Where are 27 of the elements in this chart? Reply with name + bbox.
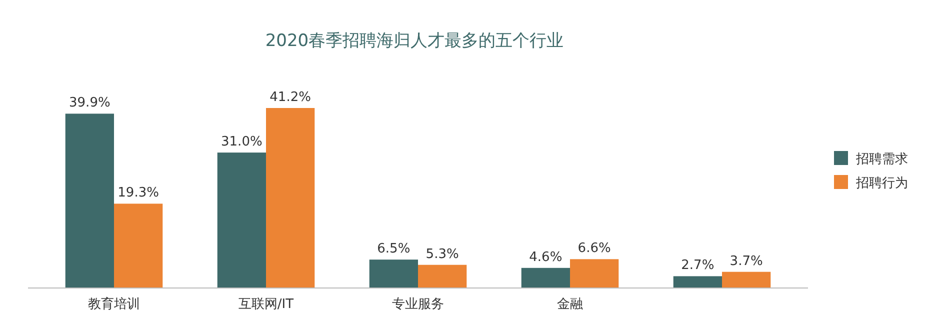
data-label: 19.3%	[118, 186, 159, 201]
data-label: 6.6%	[578, 241, 611, 256]
x-tick-label: 互联网/IT	[238, 297, 294, 312]
data-label: 5.3%	[426, 246, 459, 262]
x-tick-label: 金融	[557, 297, 583, 312]
data-label: 39.9%	[69, 96, 110, 111]
data-label: 4.6%	[529, 250, 562, 265]
x-tick-label: 专业服务	[392, 297, 444, 312]
legend-label: 招聘行为	[855, 176, 908, 191]
chart-title: 2020春季招聘海归人才最多的五个行业	[265, 31, 564, 51]
bar	[266, 108, 315, 288]
bar	[114, 204, 163, 288]
bar	[722, 272, 771, 288]
bar	[369, 260, 418, 288]
bar	[65, 114, 114, 288]
data-label: 2.7%	[681, 258, 714, 274]
legend-label: 招聘需求	[855, 152, 908, 167]
bar	[570, 259, 619, 288]
data-label: 41.2%	[270, 90, 311, 105]
bar	[217, 152, 266, 288]
data-label: 6.5%	[377, 242, 410, 257]
data-label: 31.0%	[221, 134, 262, 150]
x-tick-label: 教育培训	[88, 296, 140, 312]
data-label: 3.7%	[730, 254, 763, 269]
bar	[521, 268, 570, 288]
bar	[673, 276, 722, 288]
bar	[418, 264, 467, 288]
